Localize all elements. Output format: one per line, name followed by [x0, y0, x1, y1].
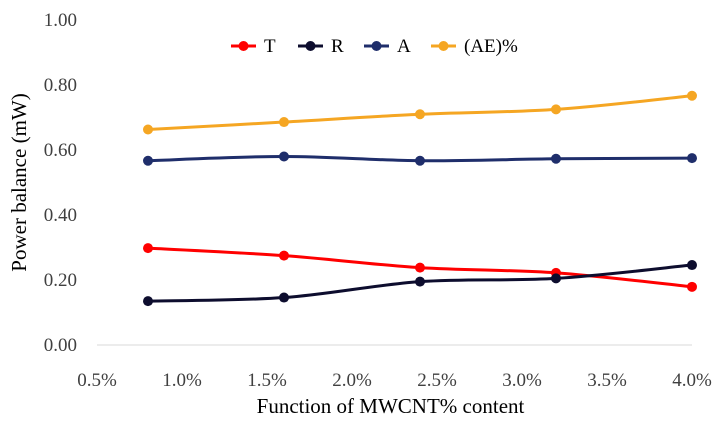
data-point	[415, 276, 425, 287]
data-point	[415, 262, 425, 273]
data-point	[551, 153, 561, 164]
data-point	[143, 124, 153, 135]
x-axis-tick-labels: 0.5% 1.0% 1.5% 2.0% 2.5% 3.0% 3.5% 4.0%	[77, 370, 712, 391]
x-tick-label: 1.5%	[247, 370, 287, 391]
data-point	[279, 292, 289, 303]
data-point	[279, 117, 289, 128]
x-tick-label: 2.0%	[332, 370, 372, 391]
x-tick-label: 0.5%	[77, 370, 117, 391]
legend-label: (AE)%	[464, 36, 518, 57]
data-point	[687, 90, 697, 101]
x-tick-label: 1.0%	[162, 370, 202, 391]
series-0	[143, 243, 697, 292]
data-point	[687, 153, 697, 164]
data-point	[687, 281, 697, 292]
data-point	[143, 243, 153, 254]
data-point	[551, 273, 561, 284]
x-tick-label: 4.0%	[672, 370, 712, 391]
x-tick-label: 3.5%	[587, 370, 627, 391]
series-2	[143, 151, 697, 166]
y-tick-label: 0.20	[44, 270, 77, 291]
legend-label: A	[397, 36, 411, 57]
data-point	[687, 260, 697, 271]
legend-marker	[438, 41, 449, 51]
legend-marker	[305, 41, 316, 51]
legend: T R A (AE)%	[231, 36, 518, 57]
data-point	[143, 155, 153, 166]
data-point	[551, 104, 561, 115]
data-point	[279, 151, 289, 162]
legend-label: R	[331, 36, 344, 57]
y-axis-tick-labels: 0.00 0.20 0.40 0.60 0.80 1.00	[44, 10, 77, 356]
series-layer	[143, 90, 697, 307]
y-tick-label: 0.60	[44, 140, 77, 161]
data-point	[415, 155, 425, 166]
y-tick-label: 0.80	[44, 75, 77, 96]
series-3	[143, 90, 697, 135]
x-tick-label: 2.5%	[417, 370, 457, 391]
y-tick-label: 0.00	[44, 335, 77, 356]
y-tick-label: 0.40	[44, 205, 77, 226]
data-point	[415, 109, 425, 120]
x-axis-title: Function of MWCNT% content	[257, 394, 525, 418]
legend-marker	[238, 41, 249, 51]
data-point	[279, 250, 289, 261]
legend-label: T	[264, 36, 276, 57]
y-tick-label: 1.00	[44, 10, 77, 31]
series-1	[143, 260, 697, 307]
x-tick-label: 3.0%	[502, 370, 542, 391]
data-point	[143, 296, 153, 307]
legend-marker	[371, 41, 382, 51]
y-axis-title: Power balance (mW)	[7, 93, 31, 271]
